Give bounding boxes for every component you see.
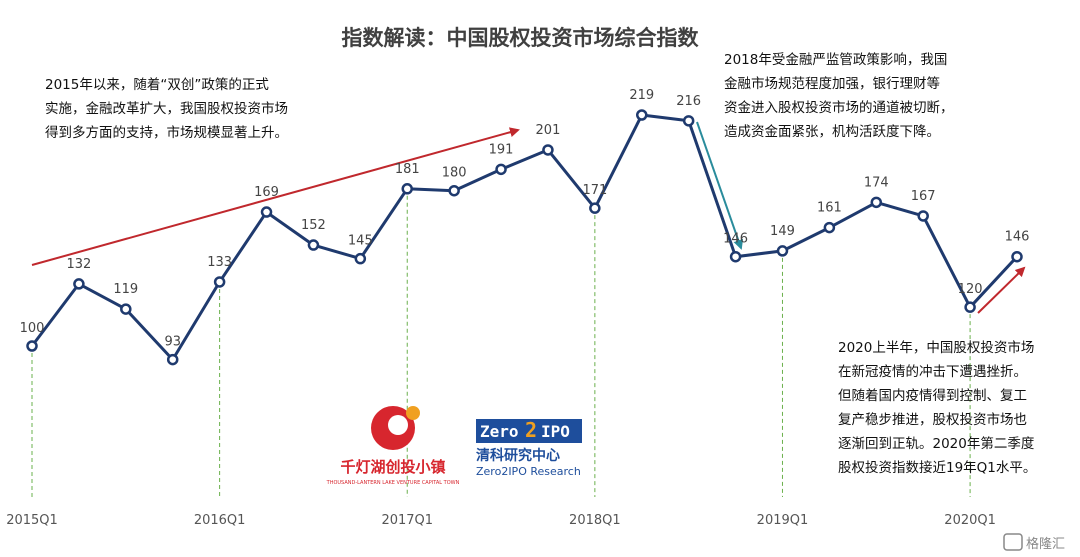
point-2015Q4	[166, 353, 179, 366]
value-label-2015Q2: 132	[66, 257, 91, 272]
point-2017Q3	[495, 163, 507, 176]
value-label-2018Q1: 171	[582, 183, 607, 198]
x-tick-2018Q1: 2018Q1	[569, 513, 621, 528]
point-2018Q4	[729, 250, 742, 263]
chart-title: 指数解读：中国股权投资市场综合指数	[342, 26, 700, 50]
watermark-text: 格隆汇	[1026, 536, 1065, 552]
watermark: 格隆汇	[1003, 533, 1065, 552]
value-label-2019Q3: 174	[864, 175, 889, 190]
point-2019Q1	[776, 245, 789, 257]
value-label-2019Q2: 161	[817, 201, 842, 216]
value-label-2018Q4: 146	[723, 232, 748, 247]
uptrend-arrow	[31, 127, 520, 266]
annotation-covid: 2020上半年，中国股权投资市场 在新冠疫情的冲击下遭遇挫折。 但随着国内疫情得…	[838, 340, 1037, 476]
point-2016Q3	[307, 239, 320, 251]
index-series: 100 132 119 93 133 169 152 145 181 180 191 201 171 21…	[20, 88, 1030, 366]
zero2ipo-logo: Zero 2 IPO 清科研究中心 Zero2IPO Research	[476, 418, 582, 478]
point-2016Q4	[354, 252, 367, 265]
point-2016Q1	[213, 276, 226, 288]
zero2ipo-mark-a: Zero	[480, 422, 519, 441]
point-2015Q2	[73, 278, 85, 290]
value-label-2017Q3: 191	[489, 142, 514, 157]
value-label-2018Q2: 219	[629, 88, 654, 103]
zero2ipo-mark-c: IPO	[541, 422, 570, 441]
value-label-2017Q2: 180	[442, 166, 467, 181]
recovery-arrow	[977, 266, 1026, 314]
zero2ipo-mark-b: 2	[525, 418, 537, 442]
point-2017Q2	[448, 184, 460, 197]
x-tick-2019Q1: 2019Q1	[757, 513, 809, 528]
annotation-regulation: 2018年受金融严监管政策影响，我国 金融市场规范程度加强，银行理财等 资金进入…	[724, 52, 954, 140]
value-label-2017Q1: 181	[395, 162, 420, 177]
value-label-2020Q2: 146	[1005, 230, 1030, 245]
annotation-growth: 2015年以来，随着“双创”政策的正式 实施，金融改革扩大，我国股权投资市场 得…	[45, 77, 288, 141]
x-tick-2015Q1: 2015Q1	[6, 513, 58, 528]
value-label-2015Q3: 119	[113, 282, 138, 297]
value-label-2016Q4: 145	[348, 234, 373, 249]
point-2019Q4	[917, 210, 929, 222]
value-label-2019Q1: 149	[770, 224, 795, 239]
value-label-2016Q3: 152	[301, 218, 326, 233]
zero2ipo-name: 清科研究中心	[476, 447, 560, 464]
value-label-2015Q1: 100	[20, 321, 45, 336]
value-label-2018Q3: 216	[676, 94, 701, 109]
value-label-2020Q1: 120	[958, 282, 983, 297]
x-tick-2016Q1: 2016Q1	[194, 513, 246, 528]
zero2ipo-sub: Zero2IPO Research	[476, 465, 581, 478]
point-2020Q2	[1011, 250, 1023, 263]
qiandenghu-name: 千灯湖创投小镇	[340, 458, 445, 476]
point-2017Q4	[542, 144, 554, 156]
guide-lines	[31, 188, 971, 497]
point-2020Q1	[964, 301, 976, 313]
point-2017Q1	[401, 183, 413, 195]
qiandenghu-sub: THOUSAND-LANTERN LAKE VENTURE CAPITAL TO…	[326, 480, 460, 486]
point-2018Q2	[636, 109, 648, 121]
point-2018Q3	[682, 115, 695, 127]
x-tick-2020Q1: 2020Q1	[944, 513, 996, 528]
x-axis-ticks: 2015Q1 2016Q1 2017Q1 2018Q1 2019Q1 2020Q1	[6, 513, 996, 528]
point-2015Q1	[26, 340, 38, 352]
series-line	[30, 113, 1019, 362]
point-2015Q3	[120, 303, 132, 315]
point-2019Q2	[823, 221, 836, 234]
x-tick-2017Q1: 2017Q1	[381, 513, 433, 528]
value-label-2015Q4: 93	[164, 335, 181, 350]
value-label-2019Q4: 167	[911, 189, 936, 204]
point-2019Q3	[870, 196, 883, 209]
value-label-2016Q1: 133	[207, 255, 232, 270]
value-label-2016Q2: 169	[254, 185, 279, 200]
point-2018Q1	[589, 202, 601, 214]
value-label-2017Q4: 201	[536, 123, 561, 138]
qiandenghu-logo: 千灯湖创投小镇 THOUSAND-LANTERN LAKE VENTURE CA…	[326, 406, 460, 486]
point-2016Q2	[260, 206, 273, 218]
downtrend-arrow	[696, 121, 744, 250]
